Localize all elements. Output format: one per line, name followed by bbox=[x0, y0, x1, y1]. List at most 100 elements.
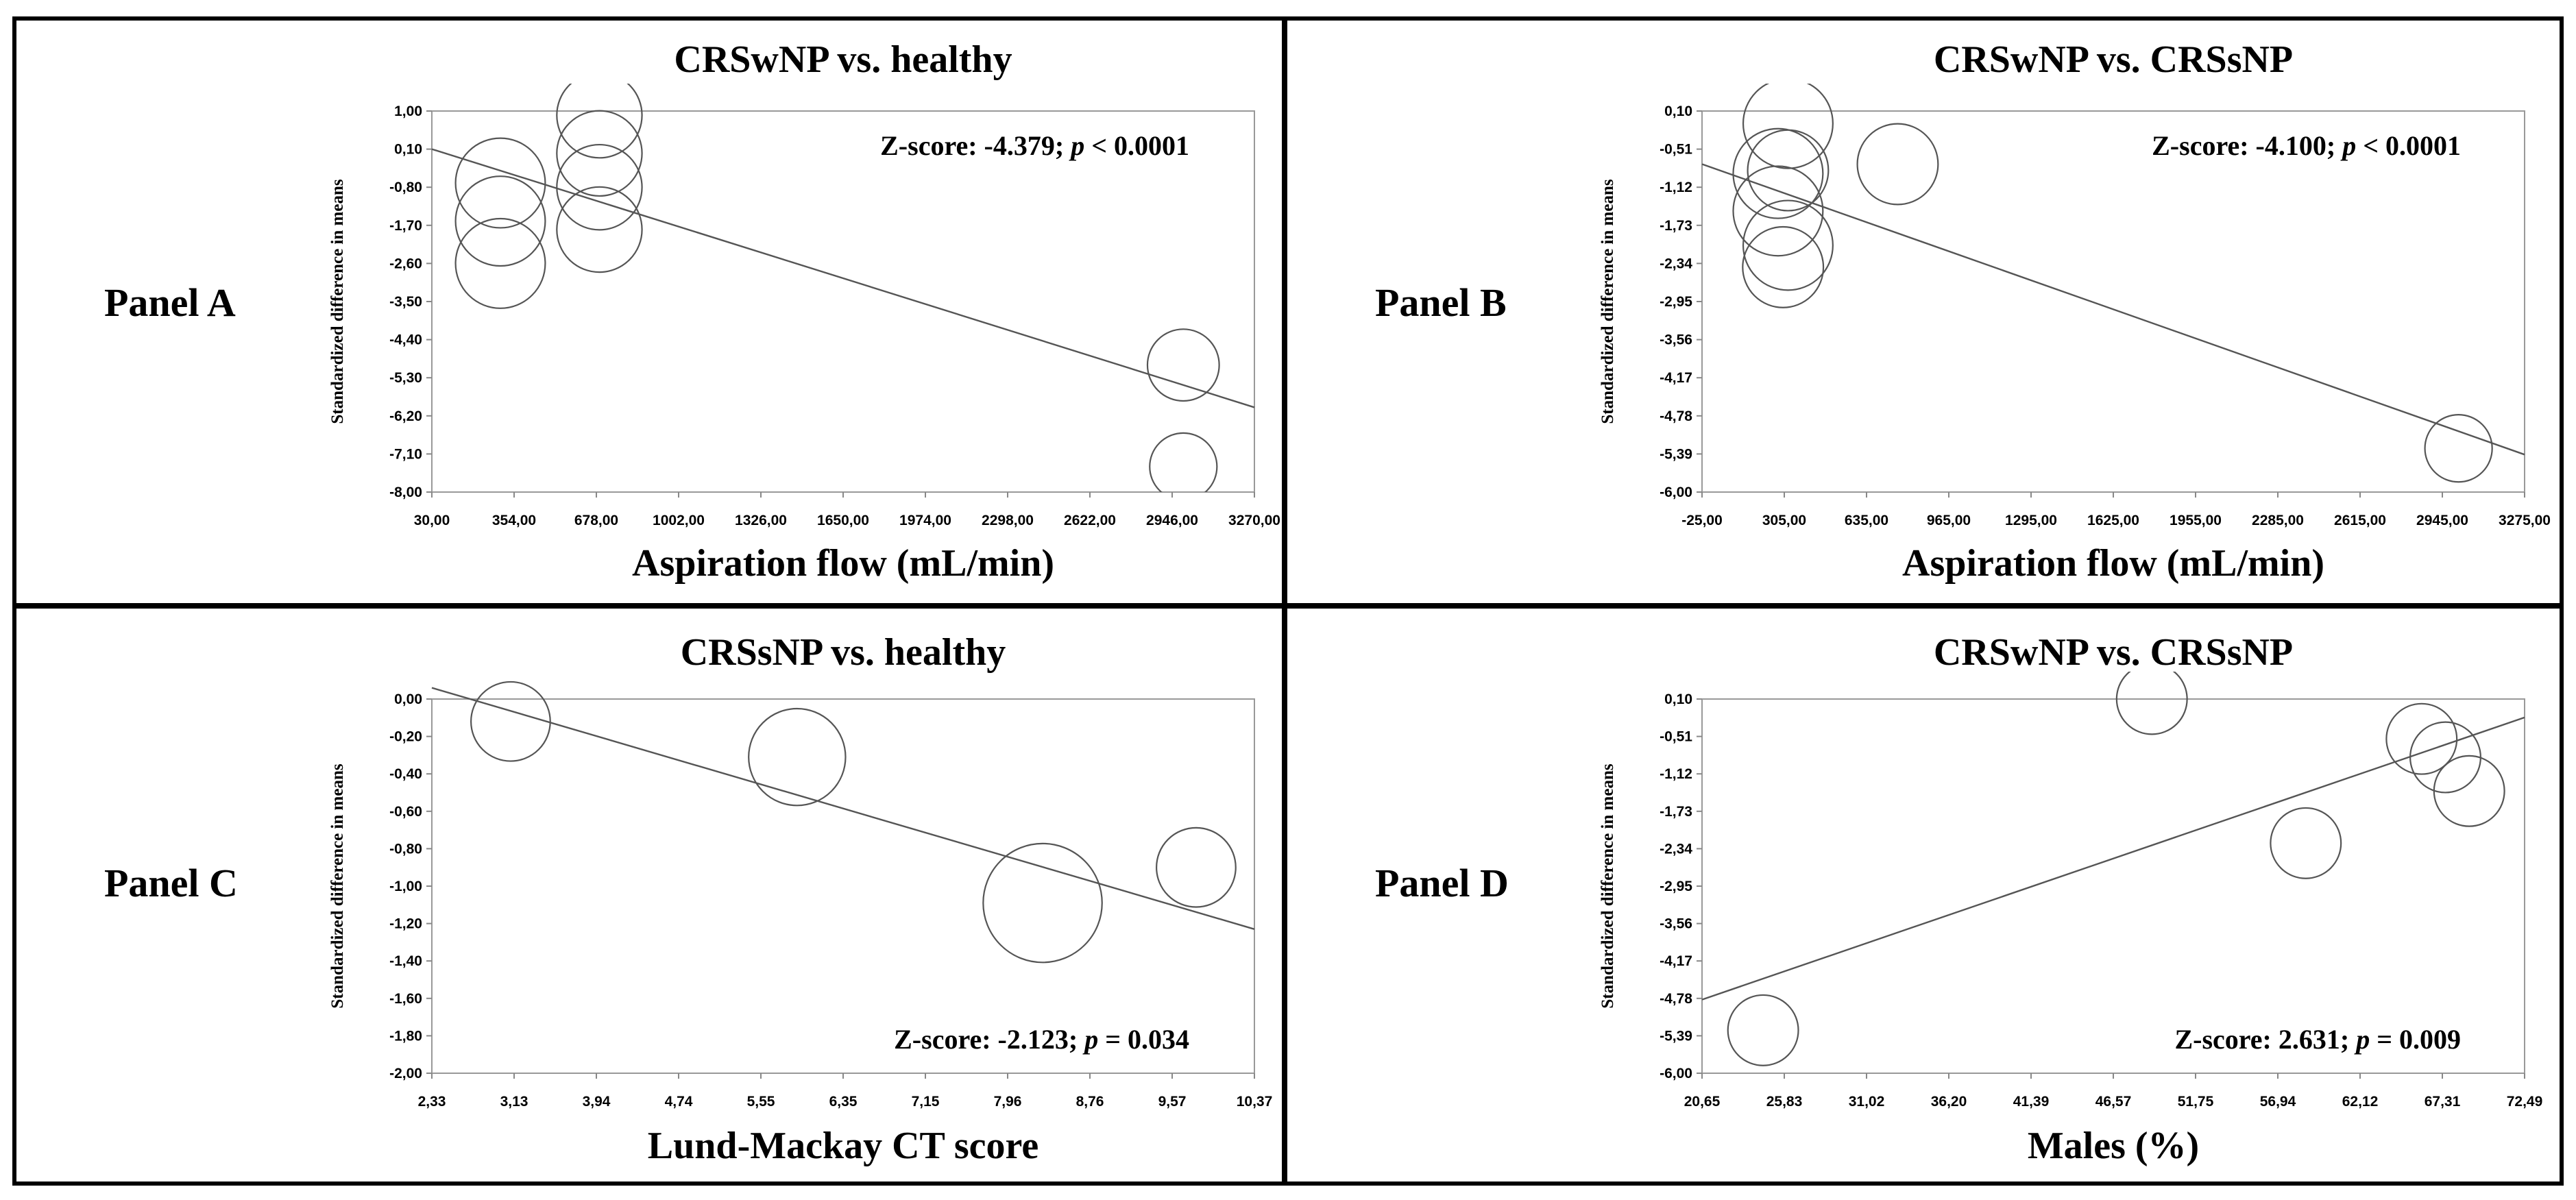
chart-3-x-axis-label: Males (%) bbox=[2028, 1125, 2199, 1167]
chart-1-bubble bbox=[1742, 225, 1825, 308]
chart-2-bubbles bbox=[470, 681, 1237, 964]
chart-3-xtick-label: 20,65 bbox=[1684, 1094, 1721, 1110]
chart-0-ytick-label: -3,50 bbox=[389, 294, 422, 310]
chart-0-xtick-label: 30,00 bbox=[414, 513, 450, 528]
chart-2-xtick-label: 3,13 bbox=[500, 1094, 528, 1110]
chart-1-xtick-label: 2945,00 bbox=[2416, 513, 2468, 528]
chart-1-ytick-label: -1,73 bbox=[1660, 218, 1692, 234]
chart-3-xtick-label: 51,75 bbox=[2178, 1094, 2214, 1110]
chart-1-xtick-label: 3275,00 bbox=[2499, 513, 2551, 528]
chart-3-bubble bbox=[1727, 994, 1799, 1066]
chart-3-y-axis-label: Standardized difference in means bbox=[1599, 763, 1617, 1008]
chart-2-xtick-label: 4,74 bbox=[665, 1094, 693, 1110]
chart-3-plot-area bbox=[1701, 698, 2525, 1074]
chart-0-bubble bbox=[1149, 432, 1218, 492]
chart-3-ytick-label: -6,00 bbox=[1660, 1066, 1692, 1081]
chart-1-ytick-label: 0,10 bbox=[1664, 103, 1692, 119]
chart-0-bubble bbox=[454, 175, 546, 267]
chart-3-bubble bbox=[2409, 721, 2481, 794]
chart-3-ytick-label: -2,34 bbox=[1660, 841, 1692, 857]
chart-3-ytick-label: -2,95 bbox=[1660, 879, 1692, 894]
chart-2-xtick-label: 7,15 bbox=[912, 1094, 940, 1110]
chart-3-title: CRSwNP vs. CRSsNP bbox=[1934, 631, 2293, 674]
chart-2-xtick-label: 3,94 bbox=[583, 1094, 611, 1110]
chart-2-bubble bbox=[1156, 826, 1237, 908]
chart-2-x-axis-label: Lund-Mackay CT score bbox=[648, 1125, 1038, 1167]
chart-1-xtick-label: 1625,00 bbox=[2087, 513, 2139, 528]
chart-0-xtick-label: 2622,00 bbox=[1064, 513, 1116, 528]
chart-2-z-score-annotation: Z-score: -2.123; p = 0.034 bbox=[894, 1024, 1189, 1055]
chart-3-bubble bbox=[2433, 755, 2505, 827]
chart-2-ytick-label: -1,00 bbox=[389, 879, 422, 894]
chart-1-xtick-label: -25,00 bbox=[1681, 513, 1723, 528]
chart-0-xtick-label: 1650,00 bbox=[817, 513, 869, 528]
chart-2-bubble bbox=[982, 842, 1103, 964]
chart-3-ytick-label: -1,73 bbox=[1660, 804, 1692, 820]
chart-3-xtick-label: 41,39 bbox=[2013, 1094, 2050, 1110]
chart-0-y-axis-label: Standardized difference in means bbox=[328, 179, 347, 424]
chart-2-xtick-label: 5,55 bbox=[747, 1094, 775, 1110]
horizontal-divider bbox=[12, 603, 2564, 609]
chart-3-ytick-label: -4,17 bbox=[1660, 953, 1692, 969]
chart-0-ytick-label: -2,60 bbox=[389, 256, 422, 271]
chart-0-x-axis-label: Aspiration flow (mL/min) bbox=[632, 542, 1054, 585]
chart-1-ytick-label: -2,34 bbox=[1660, 256, 1692, 271]
chart-1-bubbles bbox=[1732, 84, 2493, 483]
chart-1-y-axis-label: Standardized difference in means bbox=[1599, 179, 1617, 424]
chart-2-ytick-label: -1,60 bbox=[389, 991, 422, 1007]
chart-0-ytick-label: -5,30 bbox=[389, 370, 422, 386]
chart-0-ytick-label: 1,00 bbox=[394, 103, 422, 119]
chart-0-regression-line bbox=[431, 148, 1255, 408]
chart-3-regression-line bbox=[1701, 716, 2525, 1001]
chart-1-xtick-label: 305,00 bbox=[1762, 513, 1806, 528]
vertical-divider bbox=[1282, 16, 1287, 1186]
chart-3-bubble bbox=[2385, 702, 2458, 775]
chart-1-xtick-label: 1295,00 bbox=[2005, 513, 2057, 528]
chart-2-ytick-label: 0,00 bbox=[394, 691, 422, 707]
chart-1-xtick-label: 1955,00 bbox=[2170, 513, 2222, 528]
chart-2-title: CRSsNP vs. healthy bbox=[681, 631, 1006, 674]
chart-1-bubble bbox=[2424, 414, 2493, 483]
panel-d-label: Panel D bbox=[1375, 861, 1509, 905]
chart-1-title: CRSwNP vs. CRSsNP bbox=[1934, 38, 2293, 81]
chart-0-ytick-label: -4,40 bbox=[389, 332, 422, 348]
chart-1-ytick-label: -2,95 bbox=[1660, 294, 1692, 310]
chart-0-bubbles bbox=[454, 84, 1220, 492]
panel-b-label: Panel B bbox=[1375, 280, 1507, 325]
chart-3-bubble bbox=[2115, 672, 2188, 735]
chart-0-xtick-label: 1002,00 bbox=[653, 513, 705, 528]
chart-1-xtick-label: 635,00 bbox=[1845, 513, 1888, 528]
chart-3-xtick-label: 46,57 bbox=[2095, 1094, 2132, 1110]
chart-0-xtick-label: 1326,00 bbox=[735, 513, 787, 528]
chart-0-xtick-label: 678,00 bbox=[574, 513, 618, 528]
chart-3-ytick-label: -3,56 bbox=[1660, 916, 1692, 932]
chart-0-ytick-label: -6,20 bbox=[389, 408, 422, 424]
figure-frame bbox=[12, 16, 2564, 1186]
chart-3-ytick-label: -1,12 bbox=[1660, 766, 1692, 782]
chart-0-ytick-label: 0,10 bbox=[394, 142, 422, 158]
chart-1-x-axis-label: Aspiration flow (mL/min) bbox=[1902, 542, 2324, 585]
chart-1-ytick-label: -0,51 bbox=[1660, 142, 1692, 158]
chart-2-xtick-label: 9,57 bbox=[1158, 1094, 1187, 1110]
chart-3-bubbles bbox=[1727, 672, 2505, 1066]
chart-2-ytick-label: -1,40 bbox=[389, 953, 422, 969]
chart-0-ytick-label: -8,00 bbox=[389, 485, 422, 500]
chart-0-title: CRSwNP vs. healthy bbox=[674, 38, 1012, 81]
chart-2-xtick-label: 10,37 bbox=[1237, 1094, 1273, 1110]
chart-2-ytick-label: -1,20 bbox=[389, 916, 422, 932]
chart-0-ytick-label: -1,70 bbox=[389, 218, 422, 234]
chart-2-xtick-label: 6,35 bbox=[829, 1094, 858, 1110]
chart-3-ytick-label: -4,78 bbox=[1660, 991, 1692, 1007]
chart-2-bubble bbox=[470, 681, 551, 762]
chart-3-ytick-label: -0,51 bbox=[1660, 729, 1692, 745]
chart-1-ytick-label: -1,12 bbox=[1660, 180, 1692, 195]
chart-0-bubble bbox=[556, 143, 643, 231]
chart-1-bubble bbox=[1856, 123, 1939, 206]
chart-2-xtick-label: 2,33 bbox=[418, 1094, 446, 1110]
chart-3-xtick-label: 67,31 bbox=[2425, 1094, 2461, 1110]
chart-0-xtick-label: 1974,00 bbox=[899, 513, 951, 528]
